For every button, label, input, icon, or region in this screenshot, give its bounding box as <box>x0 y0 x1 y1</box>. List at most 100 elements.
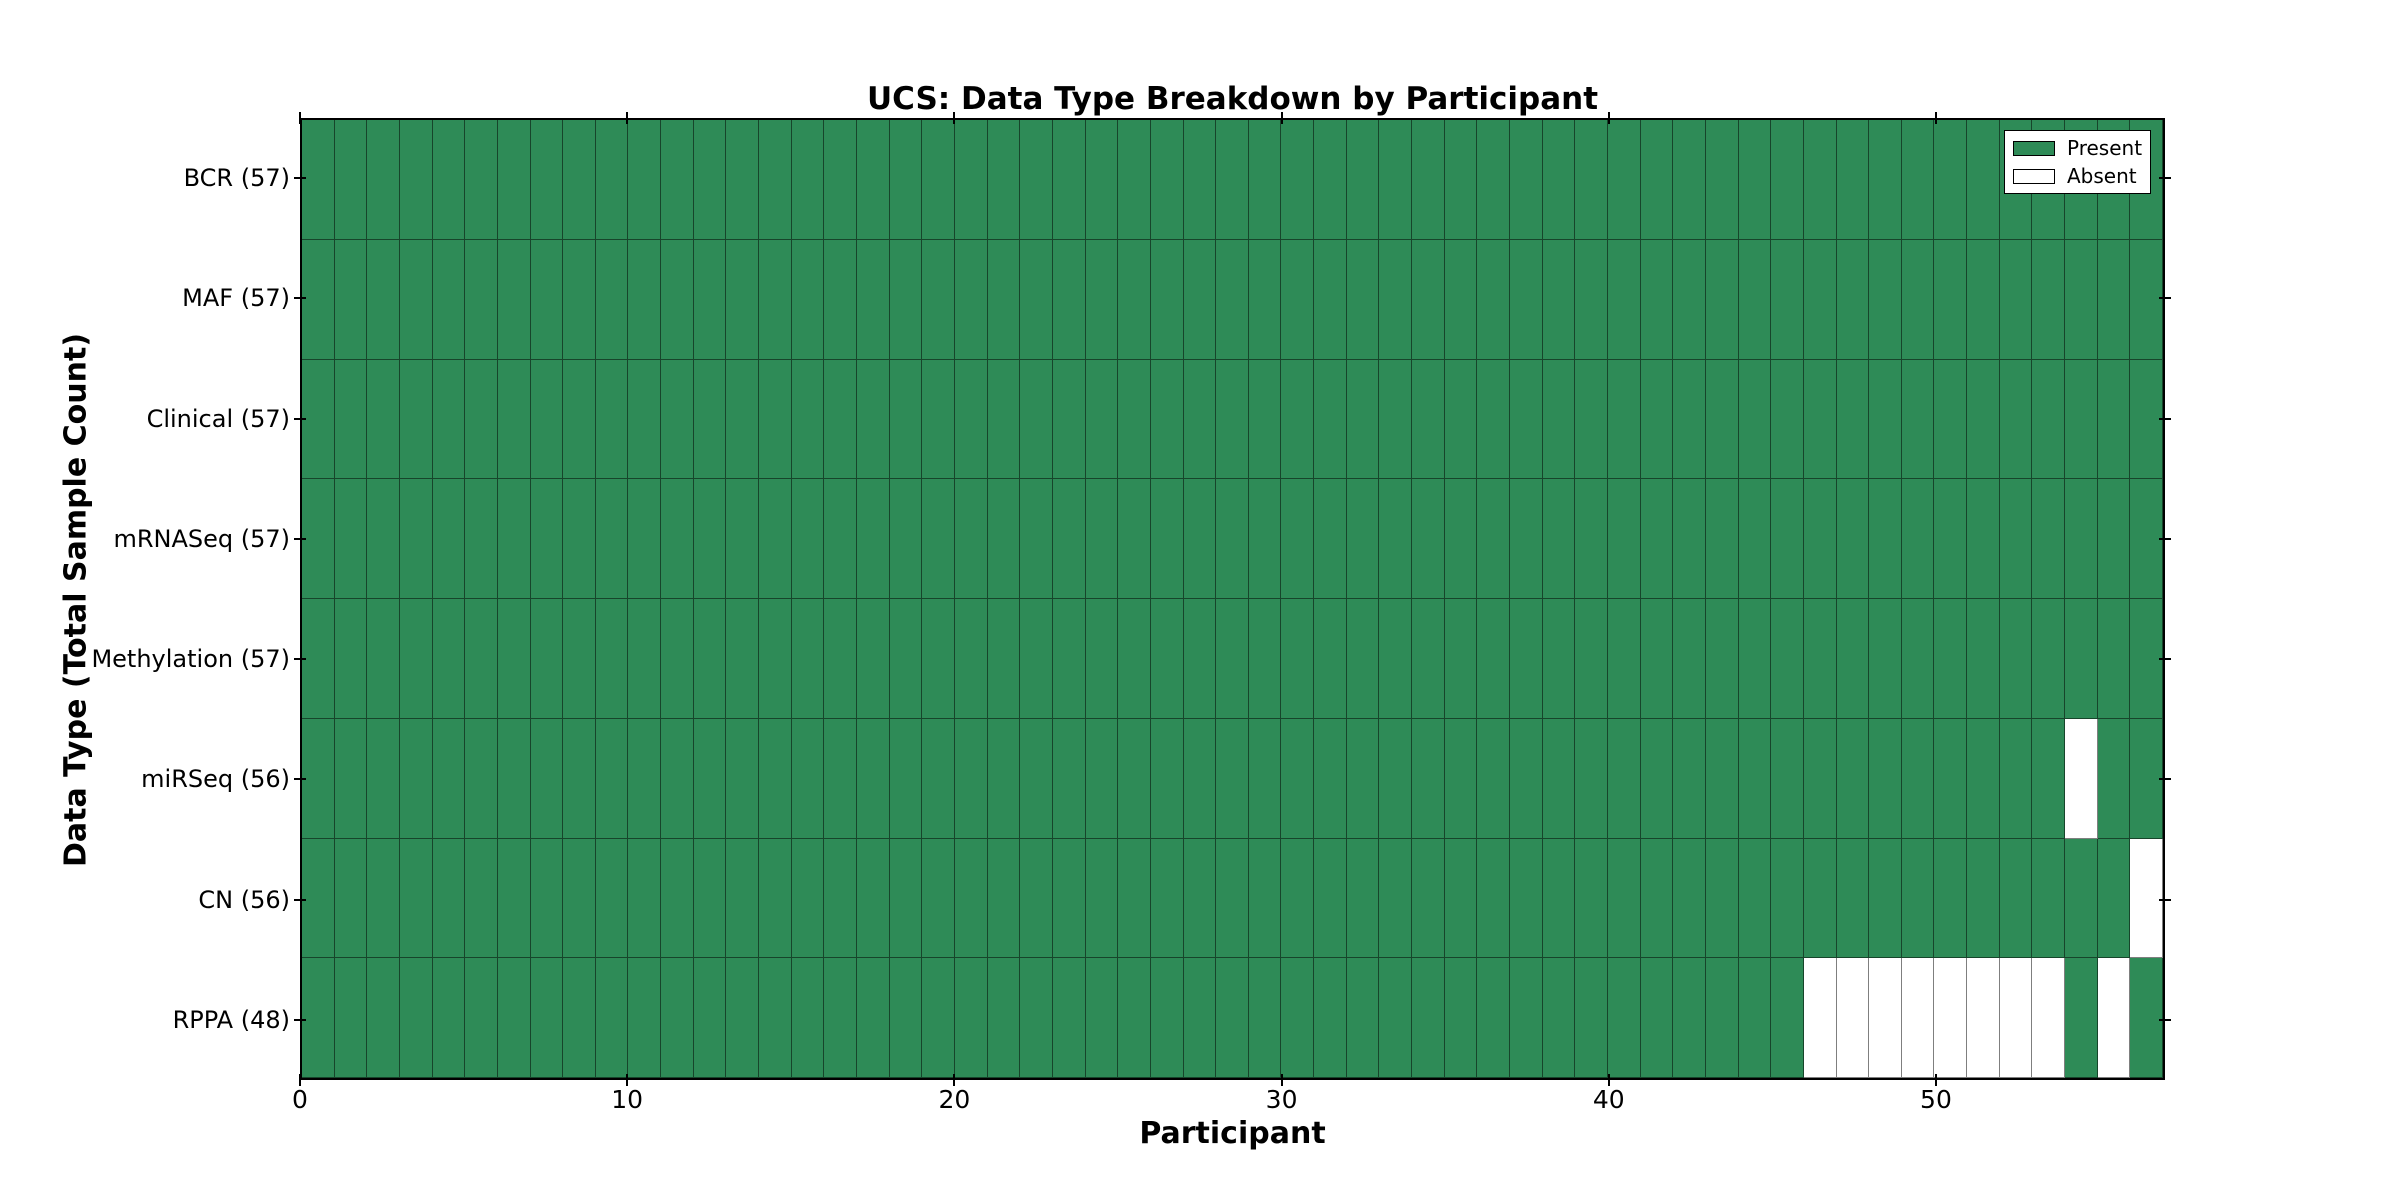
heatmap-cell-miRSeq-2 <box>367 718 400 839</box>
heatmap-cell-mRNASeq-40 <box>1607 479 1641 599</box>
heatmap-cell-BCR-23 <box>1052 120 1086 240</box>
heatmap-cell-MAF-37 <box>1510 239 1543 360</box>
heatmap-cell-RPPA-12 <box>693 958 727 1078</box>
y-tick-label-RPPA: RPPA (48) <box>172 1005 290 1034</box>
heatmap-cell-miRSeq-14 <box>759 718 792 839</box>
heatmap-cell-Clinical-8 <box>563 359 596 480</box>
heatmap-cell-BCR-18 <box>889 120 923 240</box>
heatmap-cell-RPPA-15 <box>791 958 825 1078</box>
heatmap-cell-MAF-19 <box>922 239 955 360</box>
x-tick-label: 0 <box>292 1085 308 1114</box>
heatmap-cell-Methylation-29 <box>1248 599 1282 719</box>
heatmap-cell-Clinical-2 <box>367 359 400 480</box>
heatmap-cell-BCR-50 <box>1934 120 1968 240</box>
heatmap-cell-CN-20 <box>954 838 988 959</box>
heatmap-cell-miRSeq-54 <box>2065 718 2098 839</box>
heatmap-cell-CN-18 <box>889 838 923 959</box>
heatmap-cell-mRNASeq-5 <box>465 479 498 599</box>
heatmap-cell-RPPA-34 <box>1412 958 1445 1078</box>
heatmap-cell-MAF-54 <box>2065 239 2098 360</box>
heatmap-cell-Clinical-3 <box>399 359 433 480</box>
heatmap-cell-MAF-50 <box>1934 239 1968 360</box>
heatmap-cell-MAF-26 <box>1150 239 1184 360</box>
heatmap-cell-RPPA-29 <box>1248 958 1282 1078</box>
heatmap-cell-mRNASeq-53 <box>2032 479 2066 599</box>
heatmap-cell-mRNASeq-48 <box>1869 479 1902 599</box>
legend-present-label: Present <box>2067 136 2143 160</box>
heatmap-cell-Methylation-48 <box>1869 599 1902 719</box>
heatmap-cell-miRSeq-51 <box>1967 718 2000 839</box>
heatmap-cell-CN-26 <box>1150 838 1184 959</box>
heatmap-cell-mRNASeq-11 <box>661 479 694 599</box>
heatmap-cell-Clinical-54 <box>2065 359 2098 480</box>
heatmap-cell-RPPA-39 <box>1575 958 1608 1078</box>
heatmap-cell-MAF-46 <box>1803 239 1837 360</box>
heatmap-cell-Clinical-29 <box>1248 359 1282 480</box>
y-tick-mark-left <box>294 898 306 901</box>
y-tick-label-CN: CN (56) <box>198 885 290 914</box>
heatmap-cell-Methylation-38 <box>1542 599 1576 719</box>
heatmap-cell-MAF-9 <box>595 239 629 360</box>
heatmap-cell-CN-42 <box>1673 838 1706 959</box>
heatmap-cell-BCR-51 <box>1967 120 2000 240</box>
heatmap-cell-RPPA-9 <box>595 958 629 1078</box>
heatmap-cell-Clinical-15 <box>791 359 825 480</box>
heatmap-cell-mRNASeq-37 <box>1510 479 1543 599</box>
heatmap-cell-RPPA-31 <box>1314 958 1347 1078</box>
heatmap-cell-CN-52 <box>1999 838 2033 959</box>
heatmap-cell-MAF-35 <box>1444 239 1478 360</box>
heatmap-cell-BCR-30 <box>1281 120 1315 240</box>
heatmap-cell-Methylation-5 <box>465 599 498 719</box>
heatmap-cell-Clinical-46 <box>1803 359 1837 480</box>
heatmap-cell-RPPA-23 <box>1052 958 1086 1078</box>
heatmap-cell-RPPA-20 <box>954 958 988 1078</box>
heatmap-cell-CN-40 <box>1607 838 1641 959</box>
heatmap-cell-Clinical-55 <box>2097 359 2131 480</box>
heatmap-cell-CN-11 <box>661 838 694 959</box>
heatmap-cell-miRSeq-3 <box>399 718 433 839</box>
legend-entry-absent: Absent <box>2013 165 2150 187</box>
heatmap-cell-BCR-14 <box>759 120 792 240</box>
heatmap-cell-BCR-25 <box>1118 120 1151 240</box>
heatmap-cell-RPPA-40 <box>1607 958 1641 1078</box>
heatmap-cell-miRSeq-41 <box>1640 718 1674 839</box>
heatmap-cell-Methylation-32 <box>1346 599 1380 719</box>
heatmap-cell-RPPA-32 <box>1346 958 1380 1078</box>
heatmap-cell-mRNASeq-28 <box>1216 479 1249 599</box>
heatmap-cell-mRNASeq-35 <box>1444 479 1478 599</box>
heatmap-cell-mRNASeq-34 <box>1412 479 1445 599</box>
heatmap-cell-Clinical-17 <box>857 359 890 480</box>
heatmap-cell-RPPA-24 <box>1085 958 1119 1078</box>
heatmap-cell-Clinical-32 <box>1346 359 1380 480</box>
heatmap-cell-Methylation-52 <box>1999 599 2033 719</box>
heatmap-cell-RPPA-2 <box>367 958 400 1078</box>
heatmap-cell-miRSeq-28 <box>1216 718 1249 839</box>
heatmap-cell-MAF-42 <box>1673 239 1706 360</box>
heatmap-cell-miRSeq-39 <box>1575 718 1608 839</box>
heatmap-cell-miRSeq-33 <box>1379 718 1413 839</box>
heatmap-cell-CN-13 <box>726 838 760 959</box>
heatmap-cell-miRSeq-44 <box>1738 718 1772 839</box>
heatmap-cell-CN-27 <box>1183 838 1217 959</box>
y-tick-mark-right <box>2159 1018 2171 1021</box>
heatmap-cell-MAF-3 <box>399 239 433 360</box>
heatmap-cell-RPPA-42 <box>1673 958 1706 1078</box>
heatmap-cell-CN-15 <box>791 838 825 959</box>
heatmap-cell-CN-51 <box>1967 838 2000 959</box>
heatmap-cell-Clinical-27 <box>1183 359 1217 480</box>
heatmap-cell-MAF-25 <box>1118 239 1151 360</box>
heatmap-cell-mRNASeq-51 <box>1967 479 2000 599</box>
heatmap-cell-BCR-45 <box>1771 120 1804 240</box>
heatmap-cell-Methylation-34 <box>1412 599 1445 719</box>
heatmap-cell-Clinical-39 <box>1575 359 1608 480</box>
heatmap-cell-Clinical-41 <box>1640 359 1674 480</box>
heatmap-cell-Clinical-28 <box>1216 359 1249 480</box>
heatmap-cell-Clinical-36 <box>1477 359 1510 480</box>
heatmap-cell-miRSeq-25 <box>1118 718 1151 839</box>
heatmap-cell-MAF-56 <box>2130 239 2163 360</box>
heatmap-cell-RPPA-19 <box>922 958 955 1078</box>
legend-absent-label: Absent <box>2067 164 2137 188</box>
heatmap-cell-BCR-26 <box>1150 120 1184 240</box>
heatmap-cell-RPPA-41 <box>1640 958 1674 1078</box>
